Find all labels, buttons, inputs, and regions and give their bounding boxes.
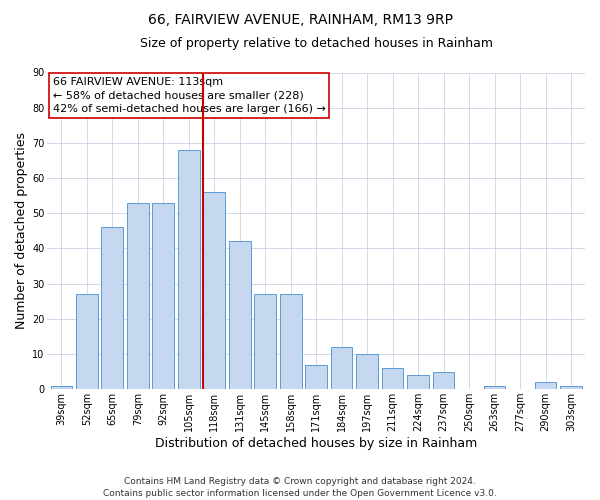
X-axis label: Distribution of detached houses by size in Rainham: Distribution of detached houses by size … (155, 437, 477, 450)
Bar (101, 228, 123, 389)
Y-axis label: Number of detached properties: Number of detached properties (15, 132, 28, 330)
Bar (331, 347, 352, 389)
Bar (382, 368, 403, 389)
Bar (152, 202, 174, 389)
Bar (407, 375, 429, 389)
Bar (356, 354, 378, 389)
Bar (280, 294, 302, 389)
Bar (127, 202, 149, 389)
Bar (535, 382, 556, 389)
Bar (484, 386, 505, 389)
Text: Contains HM Land Registry data © Crown copyright and database right 2024.
Contai: Contains HM Land Registry data © Crown c… (103, 476, 497, 498)
Title: Size of property relative to detached houses in Rainham: Size of property relative to detached ho… (140, 38, 493, 51)
Bar (560, 386, 582, 389)
Bar (254, 294, 276, 389)
Bar (178, 150, 200, 389)
Bar (203, 192, 225, 389)
Bar (229, 242, 251, 389)
Bar (433, 372, 454, 389)
Text: 66, FAIRVIEW AVENUE, RAINHAM, RM13 9RP: 66, FAIRVIEW AVENUE, RAINHAM, RM13 9RP (148, 12, 452, 26)
Bar (76, 294, 98, 389)
Text: 66 FAIRVIEW AVENUE: 113sqm
← 58% of detached houses are smaller (228)
42% of sem: 66 FAIRVIEW AVENUE: 113sqm ← 58% of deta… (53, 77, 326, 114)
Bar (50, 386, 72, 389)
Bar (305, 364, 327, 389)
